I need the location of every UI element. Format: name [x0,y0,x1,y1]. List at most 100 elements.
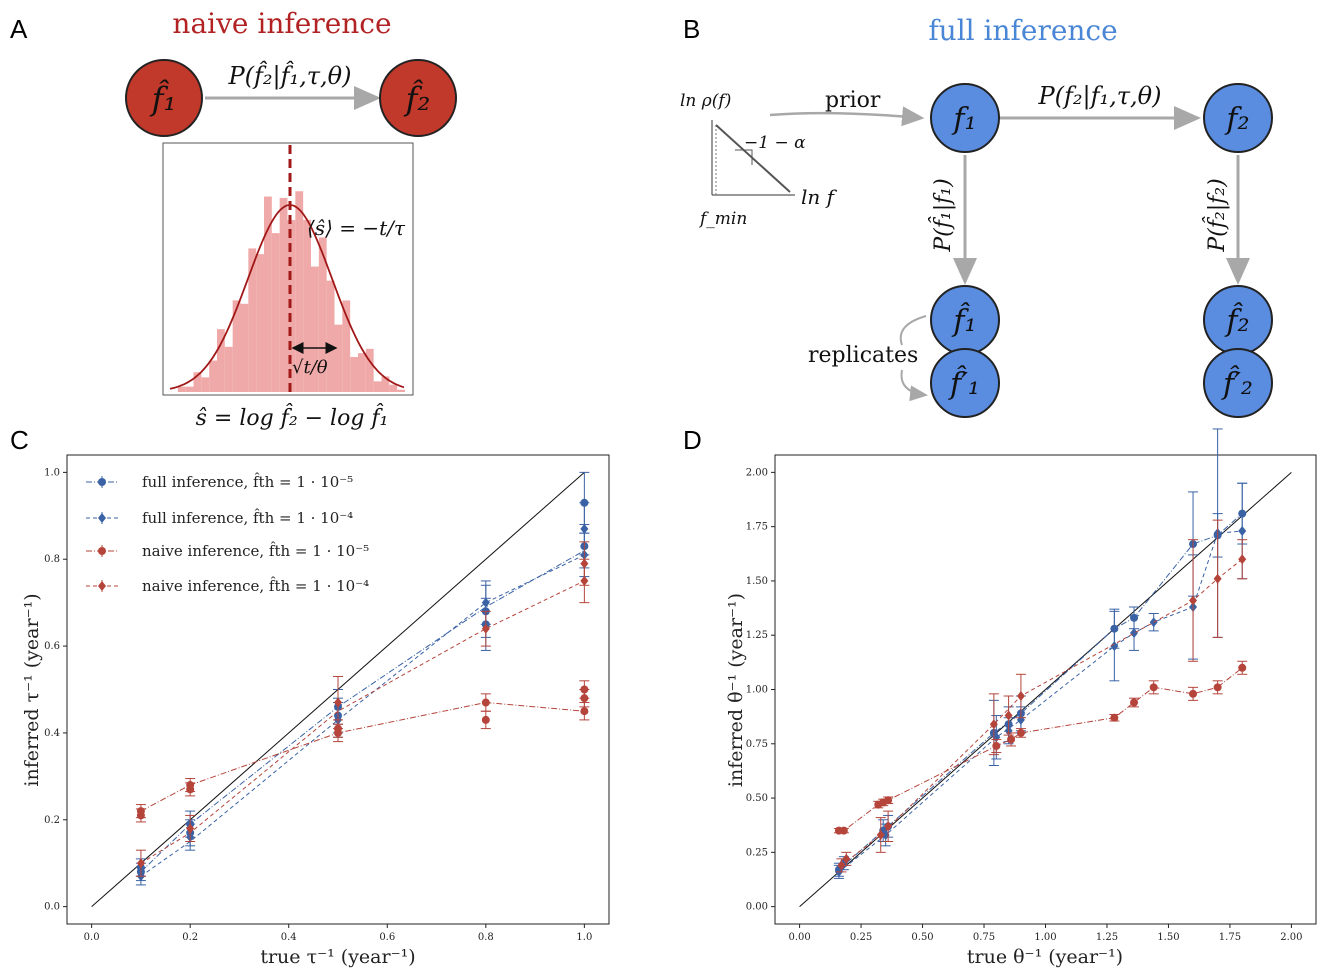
legend-text-3: naive inference, f̂th = 1 · 10⁻⁵ [142,542,369,560]
histogram-bar [201,377,210,392]
x-tick-label: 0.50 [911,932,933,943]
x-tick-label: 1.0 [576,932,592,943]
panel-letter-a: A [10,14,28,44]
data-point [186,823,195,834]
node-f1 [930,83,1000,153]
prior-slope-triangle [735,149,753,165]
data-point [481,715,490,724]
panel-letter-c: C [10,425,29,455]
y-tick-label: 1.00 [746,685,768,696]
node-f1-hat-naive-label: f̂₁ [150,79,177,118]
data-point [1007,735,1016,744]
node-f1-hat-label: f̂₁ [951,302,976,339]
histogram-bar [193,372,202,392]
prior-slope-label: −1 − α [744,133,806,153]
legend-item-4: naive inference, f̂th = 1 · 10⁻⁴ [86,577,369,595]
data-point [481,698,490,707]
histogram-bar [318,237,327,392]
data-point [136,858,145,869]
prior-label: prior [825,88,881,113]
data-point [580,707,589,716]
y-tick-label: 1.0 [44,467,60,478]
legend-item-1: full inference, f̂th = 1 · 10⁻⁵ [86,473,353,491]
y-tick-label: 0.0 [44,902,60,913]
prior-axis-x-label: ln f [801,185,838,209]
legend-marker-3 [98,547,106,555]
legend-marker-4 [98,581,106,591]
node-f2-label: f₂ [1224,102,1249,137]
prior-arrow [769,106,925,127]
series-line [140,554,585,877]
panel-a-xlabel: ŝ = log f̂₂ − log f̂₁ [196,404,389,431]
node-f2-hat-naive-label: f̂₂ [404,79,431,118]
data-point [1016,691,1025,702]
node-f2-hat-prime-label: f̂′₂ [1221,365,1253,402]
chart-c-frame [66,454,610,925]
histogram-bar [232,300,241,392]
x-tick-label: 0.8 [478,932,494,943]
histogram-bar [381,376,390,392]
x-tick-label: 1.25 [1096,932,1118,943]
y-tick-label: 1.25 [746,630,768,641]
panel-b-title: full inference [928,14,1117,47]
histogram-bar [209,360,217,392]
y-tick-label: 0.50 [746,793,768,804]
x-tick-label: 0.25 [850,932,872,943]
histogram-bar [279,197,288,392]
data-point [876,829,885,840]
y-tick-label: 0.75 [746,739,768,750]
panel-c: C 0.0 0.2 0.4 0.6 0.8 1.0 0.0 0.2 0.4 0.6 0.8 1.0 t… [10,425,610,968]
node-f1-hat-prime [930,348,1000,418]
histogram-bar [365,348,374,392]
data-point [1149,683,1158,692]
panel-a: A naive inference f̂₁ f̂₂ P(f̂₂|f̂₁,τ,θ)… [10,7,457,431]
series-line [140,550,585,873]
legend-text-4: naive inference, f̂th = 1 · 10⁻⁴ [142,577,369,595]
x-tick-label: 2.00 [1280,932,1302,943]
histogram-bar [295,191,304,392]
x-tick-label: 0.4 [281,932,297,943]
legend-marker-1 [98,478,106,486]
series-line [140,701,585,812]
data-point [1004,710,1013,721]
node-f1-hat-prime-label: f̂′₁ [948,365,980,402]
data-point [1213,683,1222,692]
prior-fmin-label: f_min [698,209,747,229]
data-point [186,781,195,790]
chart-c-ylabel: inferred τ⁻¹ (year⁻¹) [21,593,43,786]
prior-slope-line [715,124,791,193]
data-point [884,821,893,832]
histogram-bar [373,381,382,392]
panel-letter-b: B [683,14,700,44]
panel-d: D 0.00 0.25 0.50 0.75 1.00 1.25 1.50 1.75 2.000.… [683,425,1317,968]
data-point [842,853,851,864]
histogram-bar [326,280,335,392]
replicates-arrow-up [899,315,927,346]
data-point [1238,663,1247,672]
chart-c-xlabel: true τ⁻¹ (year⁻¹) [260,946,415,968]
data-point [1130,698,1139,707]
data-point [1110,713,1119,722]
legend-text-1: full inference, f̂th = 1 · 10⁻⁵ [142,473,353,491]
x-tick-label: 0.2 [182,932,198,943]
naive-edge-label: P(f̂₂|f̂₁,τ,θ) [228,61,352,91]
histogram-bar [303,219,311,392]
data-point [1189,595,1198,606]
data-point [1189,689,1198,698]
x-tick-label: 1.75 [1219,932,1241,943]
y-tick-label: 0.6 [44,641,60,652]
replicates-arrow-down [900,369,928,402]
width-label: √t/θ [292,357,328,378]
legend-marker-2 [98,513,106,523]
chart-d-plot: 0.00 0.25 0.50 0.75 1.00 1.25 1.50 1.75 2.00 0.00… [746,428,1303,943]
histogram-bar [334,324,343,392]
chart-c-legend: full inference, f̂th = 1 · 10⁻⁵ full inf… [86,473,369,595]
obs-label-2: P(f̂₂|f₂) [1203,178,1230,252]
node-f2-hat-naive [379,59,457,137]
x-tick-label: 1.00 [1034,932,1056,943]
full-edge-label: P(f₂|f₁,τ,θ) [1038,82,1162,111]
data-point [1238,525,1247,536]
obs-label-1: P(f̂₁|f₁) [929,178,956,252]
data-point [1130,628,1139,639]
data-point [1110,641,1119,652]
